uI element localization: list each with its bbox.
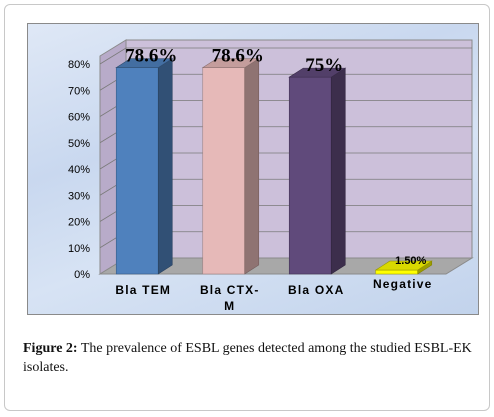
y-tick-label: 50% bbox=[68, 138, 90, 150]
x-tick-label-line: M bbox=[224, 299, 235, 313]
figure-caption: Figure 2: The prevalence of ESBL genes d… bbox=[23, 339, 485, 377]
data-label: 78.6% bbox=[125, 46, 177, 67]
bar-side bbox=[244, 58, 260, 275]
data-label: 75% bbox=[305, 55, 343, 76]
y-tick-label: 30% bbox=[68, 190, 90, 202]
bar bbox=[375, 269, 419, 275]
x-tick-label: Bla TEM bbox=[115, 283, 171, 297]
gridline bbox=[99, 47, 472, 65]
bar-side bbox=[157, 58, 173, 275]
caption-text: The prevalence of ESBL genes detected am… bbox=[23, 341, 472, 375]
figure-frame: 0% 10% 20% 30% 40% 50% 60% 70% 80% 78.6% Bla TEM 78… bbox=[4, 4, 490, 411]
y-tick-label: 40% bbox=[68, 164, 90, 176]
bar bbox=[288, 76, 332, 275]
bar-top bbox=[374, 260, 433, 271]
caption-label: Figure 2: bbox=[23, 341, 78, 356]
bar-top bbox=[115, 58, 174, 68]
bar-top bbox=[201, 58, 260, 68]
data-label: 1.50% bbox=[395, 255, 426, 267]
bar bbox=[115, 67, 159, 275]
x-tick-label: Bla OXA bbox=[288, 283, 344, 297]
y-tick-label: 70% bbox=[68, 85, 90, 97]
bar-side bbox=[330, 67, 346, 275]
y-tick-label: 0% bbox=[74, 269, 90, 281]
x-tick-label-line: Bla CTX- bbox=[200, 283, 260, 297]
y-tick-label: 60% bbox=[68, 112, 90, 124]
y-tick-label: 10% bbox=[68, 243, 90, 255]
x-tick-label: Negative bbox=[373, 277, 433, 291]
data-label: 78.6% bbox=[212, 46, 264, 67]
y-tick-label: 80% bbox=[68, 59, 90, 71]
chart-area: 0% 10% 20% 30% 40% 50% 60% 70% 80% 78.6% Bla TEM 78… bbox=[27, 23, 479, 315]
y-tick-label: 20% bbox=[68, 217, 90, 229]
bar bbox=[202, 67, 246, 275]
bar-chart: 0% 10% 20% 30% 40% 50% 60% 70% 80% 78.6% Bla TEM 78… bbox=[68, 39, 474, 313]
x-tick-label: Bla CTX- M bbox=[200, 283, 260, 313]
bar-top bbox=[288, 67, 347, 78]
